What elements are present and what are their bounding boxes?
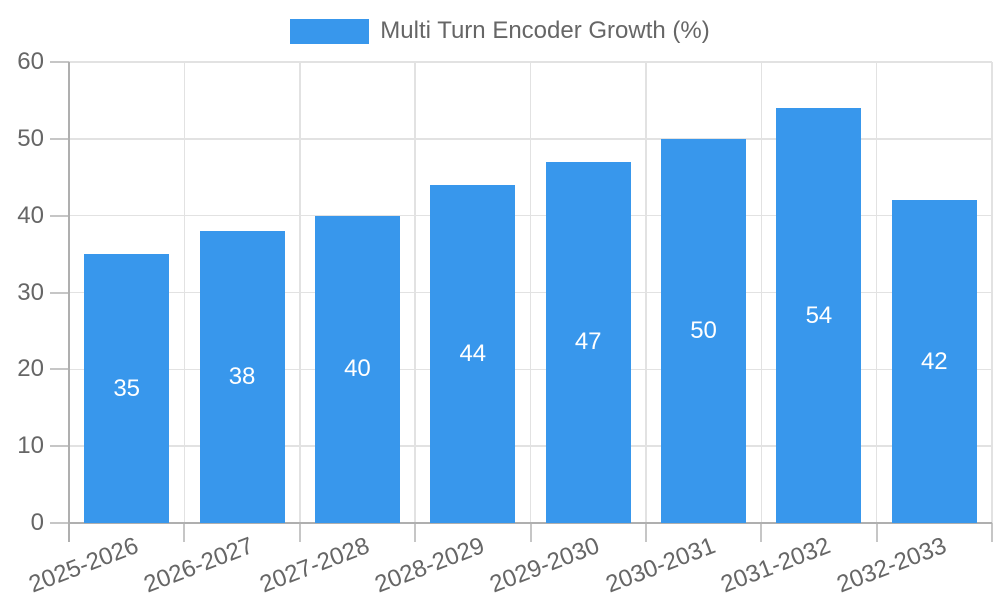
x-tickmark <box>644 523 647 542</box>
bar[interactable] <box>430 184 516 523</box>
y-tickmark <box>50 522 69 524</box>
y-tick-label: 60 <box>17 48 44 75</box>
legend-item[interactable]: Multi Turn Encoder Growth (%) <box>290 17 710 44</box>
y-tickmark <box>50 291 69 294</box>
x-tickmark <box>298 523 301 542</box>
x-tick-label: 2027-2028 <box>255 532 373 599</box>
x-gridline <box>299 62 301 523</box>
x-tickmark <box>875 523 878 542</box>
bar[interactable] <box>891 200 977 523</box>
y-tick-label: 40 <box>17 201 44 229</box>
bar[interactable] <box>84 254 170 523</box>
x-tick-label: 2031-2032 <box>717 532 835 599</box>
y-tick-label: 0 <box>30 509 44 536</box>
y-tick-label: 30 <box>17 278 44 306</box>
legend-swatch <box>290 18 370 44</box>
x-gridline <box>414 62 416 523</box>
x-tickmark <box>183 523 186 542</box>
bar[interactable] <box>661 138 747 523</box>
x-tickmark <box>414 523 417 542</box>
y-tickmark <box>50 445 69 448</box>
x-tick-label: 2030-2031 <box>602 532 719 599</box>
x-tick-label: 2029-2030 <box>486 532 604 599</box>
chart-legend: Multi Turn Encoder Growth (%) <box>0 18 1000 44</box>
x-gridline <box>991 62 993 523</box>
y-gridline <box>69 61 992 63</box>
y-tickmark <box>50 368 69 371</box>
legend-label: Multi Turn Encoder Growth (%) <box>380 17 710 44</box>
x-gridline <box>875 62 878 523</box>
y-tickmark <box>50 214 69 217</box>
bar[interactable] <box>545 161 631 523</box>
x-gridline <box>183 62 186 523</box>
y-tick-label: 50 <box>17 124 44 152</box>
y-tickmark <box>50 61 69 63</box>
x-tick-label: 2026-2027 <box>140 532 258 599</box>
x-tickmark <box>529 523 532 542</box>
x-tick-label: 2025-2026 <box>25 532 143 599</box>
x-gridline <box>760 62 762 523</box>
y-axis-line <box>68 62 70 542</box>
y-tick-label: 10 <box>17 432 44 460</box>
x-tick-label: 2032-2033 <box>832 532 950 599</box>
bar[interactable] <box>314 215 400 523</box>
bar[interactable] <box>199 231 285 523</box>
x-tickmark <box>760 523 763 542</box>
x-gridline <box>529 62 532 523</box>
bar[interactable] <box>776 108 862 523</box>
x-tickmark <box>991 523 993 542</box>
y-tickmark <box>50 137 69 140</box>
x-tick-label: 2028-2029 <box>371 532 489 599</box>
y-tick-label: 20 <box>17 355 44 383</box>
x-gridline <box>645 62 647 523</box>
